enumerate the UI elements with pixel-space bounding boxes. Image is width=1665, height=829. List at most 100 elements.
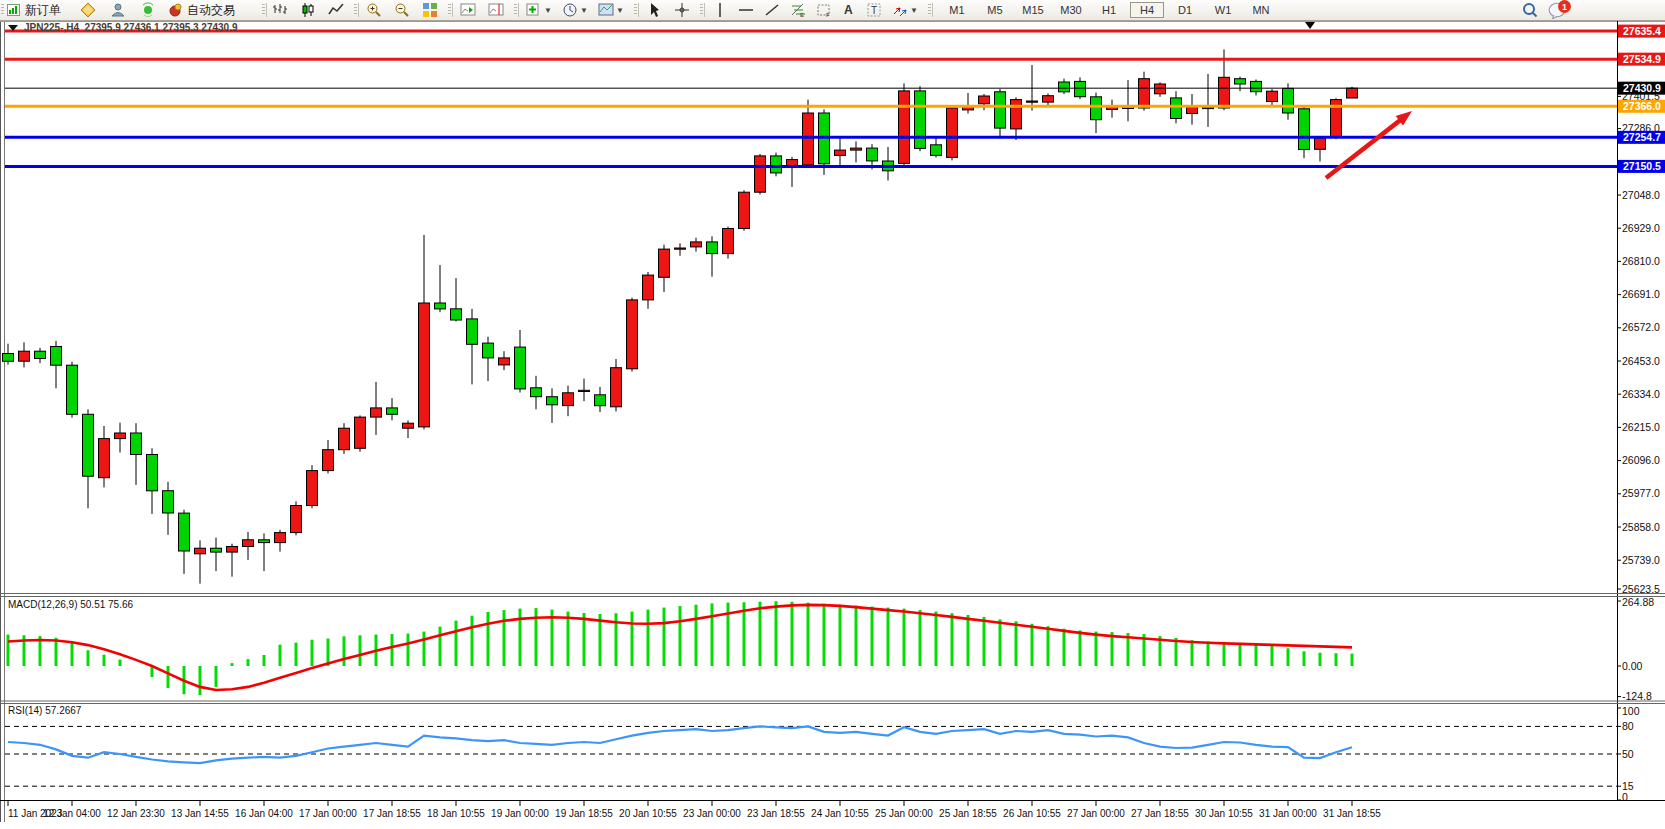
bull-candle xyxy=(195,548,206,554)
bull-candle xyxy=(499,358,510,365)
bull-candle xyxy=(851,148,862,150)
new-order-button[interactable]: 新订单 xyxy=(6,1,61,19)
fibonacci-tool-icon[interactable]: E xyxy=(790,1,806,19)
price-axis-label: 25858.0 xyxy=(1622,521,1660,533)
time-axis-label: 12 Jan 04:00 xyxy=(43,808,101,819)
toolbar-grip xyxy=(514,4,517,16)
bull-candle xyxy=(355,417,366,448)
price-axis-label: 26453.0 xyxy=(1622,355,1660,367)
time-axis-label: 23 Jan 18:55 xyxy=(747,808,805,819)
price-badge-label: 27430.9 xyxy=(1623,82,1661,94)
chart-title: JPN225-,H4 27395.9 27436.1 27395.3 27430… xyxy=(24,22,238,33)
timeframe-H4[interactable]: H4 xyxy=(1130,2,1164,18)
bear-candle xyxy=(1283,88,1294,113)
market-watch-icon[interactable] xyxy=(80,1,96,19)
rsi-axis-label: 80 xyxy=(1622,720,1634,732)
channel-tool-icon[interactable]: F xyxy=(816,1,832,19)
timeframe-H1[interactable]: H1 xyxy=(1092,2,1126,18)
svg-text:T: T xyxy=(871,5,877,16)
timeframe-M1[interactable]: M1 xyxy=(940,2,974,18)
bull-candle xyxy=(723,229,734,254)
time-axis-label: 24 Jan 10:55 xyxy=(811,808,869,819)
bull-candle xyxy=(1219,77,1230,108)
bear-candle xyxy=(467,319,478,344)
toolbar-grip xyxy=(354,4,357,16)
price-badge-label: 27150.5 xyxy=(1623,160,1661,172)
toolbar-separator xyxy=(704,3,705,17)
bull-candle xyxy=(579,390,590,391)
autotrading-button[interactable]: 自动交易 xyxy=(168,1,235,19)
time-axis-label: 27 Jan 18:55 xyxy=(1131,808,1189,819)
auto-scroll-icon[interactable] xyxy=(460,1,476,19)
time-axis-label: 27 Jan 00:00 xyxy=(1067,808,1125,819)
macd-axis-label: 264.88 xyxy=(1622,596,1654,608)
toolbar-separator xyxy=(358,3,359,17)
bear-candle xyxy=(483,343,494,358)
timeframe-MN[interactable]: MN xyxy=(1244,2,1278,18)
bull-candle xyxy=(563,393,574,406)
timeframe-M15[interactable]: M15 xyxy=(1016,2,1050,18)
toolbar-grip xyxy=(634,4,637,16)
bull-candle xyxy=(403,423,414,428)
trendline-tool-icon[interactable] xyxy=(764,1,780,19)
zoom-out-icon[interactable] xyxy=(394,1,410,19)
text-tool-icon[interactable]: A xyxy=(844,1,853,19)
bear-candle xyxy=(131,433,142,455)
price-axis-label: 26691.0 xyxy=(1622,288,1660,300)
profile-icon[interactable] xyxy=(110,1,126,19)
toolbar: 新订单 自动交易 ▼ ▼ ▼ EFA T ▼ M1M5M15M30H1H4D1W1MN 1 xyxy=(0,0,1665,21)
macd-axis-label: -124.8 xyxy=(1622,690,1652,702)
vertical-line-tool-icon[interactable] xyxy=(712,1,728,19)
rsi-axis-label: 50 xyxy=(1622,748,1634,760)
bull-candle xyxy=(947,108,958,157)
text-label-tool-icon[interactable]: T xyxy=(866,1,882,19)
toolbar-separator xyxy=(518,3,519,17)
bear-candle xyxy=(259,540,270,543)
bull-candle xyxy=(1043,96,1054,102)
bar-chart-icon[interactable] xyxy=(272,1,288,19)
bear-candle xyxy=(1091,97,1102,120)
price-axis-label: 26929.0 xyxy=(1622,222,1660,234)
timeframe-M5[interactable]: M5 xyxy=(978,2,1012,18)
chart-shift-icon[interactable] xyxy=(488,1,504,19)
bear-candle xyxy=(915,91,926,148)
bull-candle xyxy=(1187,107,1198,113)
bull-candle xyxy=(291,506,302,533)
bull-candle xyxy=(1011,100,1022,129)
bear-candle xyxy=(515,347,526,389)
time-axis-label: 23 Jan 00:00 xyxy=(683,808,741,819)
zoom-in-icon[interactable] xyxy=(366,1,382,19)
candlestick-chart-icon[interactable] xyxy=(300,1,316,19)
search-icon[interactable] xyxy=(1522,1,1538,19)
bull-candle xyxy=(675,248,686,249)
horizontal-line-tool-icon[interactable] xyxy=(738,1,754,19)
bull-candle xyxy=(243,540,254,547)
periods-button[interactable]: ▼ xyxy=(562,1,588,19)
line-chart-icon[interactable] xyxy=(328,1,344,19)
timeframe-M30[interactable]: M30 xyxy=(1054,2,1088,18)
tile-windows-icon[interactable] xyxy=(422,1,438,19)
time-axis-label: 26 Jan 10:55 xyxy=(1003,808,1061,819)
time-axis-label: 30 Jan 10:55 xyxy=(1195,808,1253,819)
cursor-icon[interactable] xyxy=(646,1,662,19)
crosshair-icon[interactable] xyxy=(674,1,690,19)
bear-candle xyxy=(1299,109,1310,150)
time-axis-label: 17 Jan 18:55 xyxy=(363,808,421,819)
signal-icon[interactable] xyxy=(140,1,156,19)
chat-button[interactable]: 1 xyxy=(1548,1,1566,19)
bull-candle xyxy=(1315,138,1326,149)
bull-candle xyxy=(307,471,318,506)
bull-candle xyxy=(611,368,622,407)
time-axis-label: 16 Jan 04:00 xyxy=(235,808,293,819)
timeframe-D1[interactable]: D1 xyxy=(1168,2,1202,18)
timeframe-W1[interactable]: W1 xyxy=(1206,2,1240,18)
templates-button[interactable]: ▼ xyxy=(598,1,624,19)
bull-candle xyxy=(419,303,430,427)
chart-shift-marker xyxy=(1305,22,1315,29)
chart-canvas: 27401.527286.027048.026929.026810.026691… xyxy=(0,0,1665,829)
bull-candle xyxy=(19,351,30,361)
indicators-button[interactable]: ▼ xyxy=(526,1,552,19)
notification-badge: 1 xyxy=(1558,0,1571,13)
arrows-tool-button[interactable]: ▼ xyxy=(892,1,918,19)
new-order-label: 新订单 xyxy=(25,2,61,19)
